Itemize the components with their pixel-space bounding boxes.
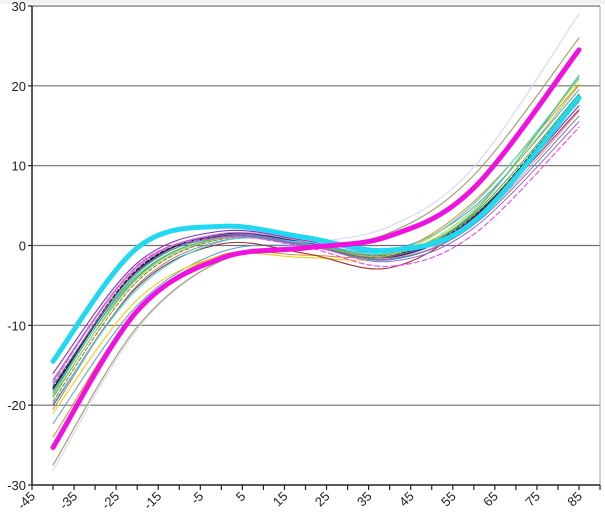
x-tick-label: 65: [480, 489, 501, 510]
x-tick-label: 15: [270, 489, 291, 510]
x-tick-label: 35: [354, 489, 375, 510]
x-axis-labels: -45 -35 -25 -15 -5 5 15 25 35 45 55 65 75 85: [14, 489, 585, 513]
x-tick-label: 25: [312, 489, 333, 510]
x-tick-label: 75: [522, 489, 543, 510]
x-tick-label: 85: [564, 489, 585, 510]
x-tick-label: -25: [98, 489, 122, 513]
x-tick-label: -5: [188, 489, 207, 508]
y-tick-label: 20: [12, 79, 26, 94]
x-tick-label: 55: [438, 489, 459, 510]
y-axis-labels: -30 -20 -10 0 10 20 30: [7, 0, 26, 493]
series-line-cyan-thin: [52, 77, 580, 405]
y-tick-label: 30: [12, 0, 26, 14]
y-tick-label: 0: [19, 239, 26, 254]
axes: [28, 5, 601, 490]
y-tick-label: -20: [7, 398, 26, 413]
gridlines: [32, 5, 601, 485]
top-border: [0, 0, 605, 4]
x-tick-label: -15: [140, 489, 164, 513]
series-line-sea-green: [52, 74, 580, 392]
y-tick-label: 10: [12, 159, 26, 174]
series-lines: [50, 13, 582, 472]
x-tick-label: -35: [56, 489, 80, 513]
series-line-magenta-thick: [50, 47, 582, 450]
y-tick-label: -10: [7, 318, 26, 333]
series-line-violet: [52, 121, 580, 381]
x-tick-label: 45: [396, 489, 417, 510]
y-tick-label: -30: [7, 478, 26, 493]
series-line-blue-light: [52, 89, 580, 425]
x-tick-label: 5: [233, 489, 249, 505]
series-line-cyan-thick: [50, 95, 582, 364]
series-line-orange: [52, 83, 580, 438]
